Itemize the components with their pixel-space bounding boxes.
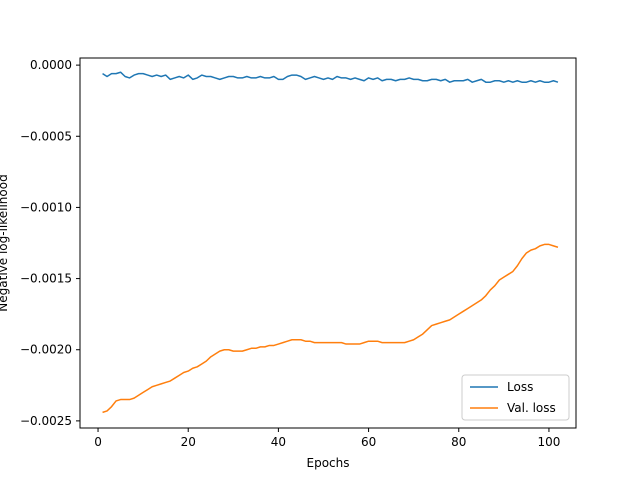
y-tick-label: −0.0015: [20, 272, 72, 286]
x-tick-label: 60: [361, 435, 376, 449]
x-tick-label: 100: [537, 435, 560, 449]
y-tick-label: −0.0020: [20, 343, 72, 357]
y-tick-label: 0.0000: [30, 58, 72, 72]
plot-frame: [79, 57, 577, 429]
legend-entry-label: Loss: [507, 380, 533, 394]
series-line-loss: [102, 71, 559, 83]
x-tick-label: 20: [181, 435, 196, 449]
x-axis-label: Epochs: [307, 456, 350, 470]
y-tick-label: −0.0025: [20, 414, 72, 428]
legend: Loss Val. loss: [461, 374, 570, 421]
x-tick-label: 40: [271, 435, 286, 449]
series-line-val-loss: [102, 243, 559, 414]
legend-entry-label: Val. loss: [507, 401, 556, 415]
y-tick-label: −0.0010: [20, 200, 72, 214]
plot-area: [80, 58, 576, 428]
x-axis-ticks: 0 20 40 60 80 100: [94, 428, 560, 449]
x-tick-label: 0: [94, 435, 102, 449]
series-layer: [102, 71, 559, 414]
y-tick-label: −0.0005: [20, 129, 72, 143]
y-axis-label: Negative log-likelihood: [0, 174, 10, 311]
y-axis-ticks: 0.0000 −0.0005 −0.0010 −0.0015 −0.0020 −0.002…: [20, 58, 80, 428]
x-tick-label: 80: [451, 435, 466, 449]
